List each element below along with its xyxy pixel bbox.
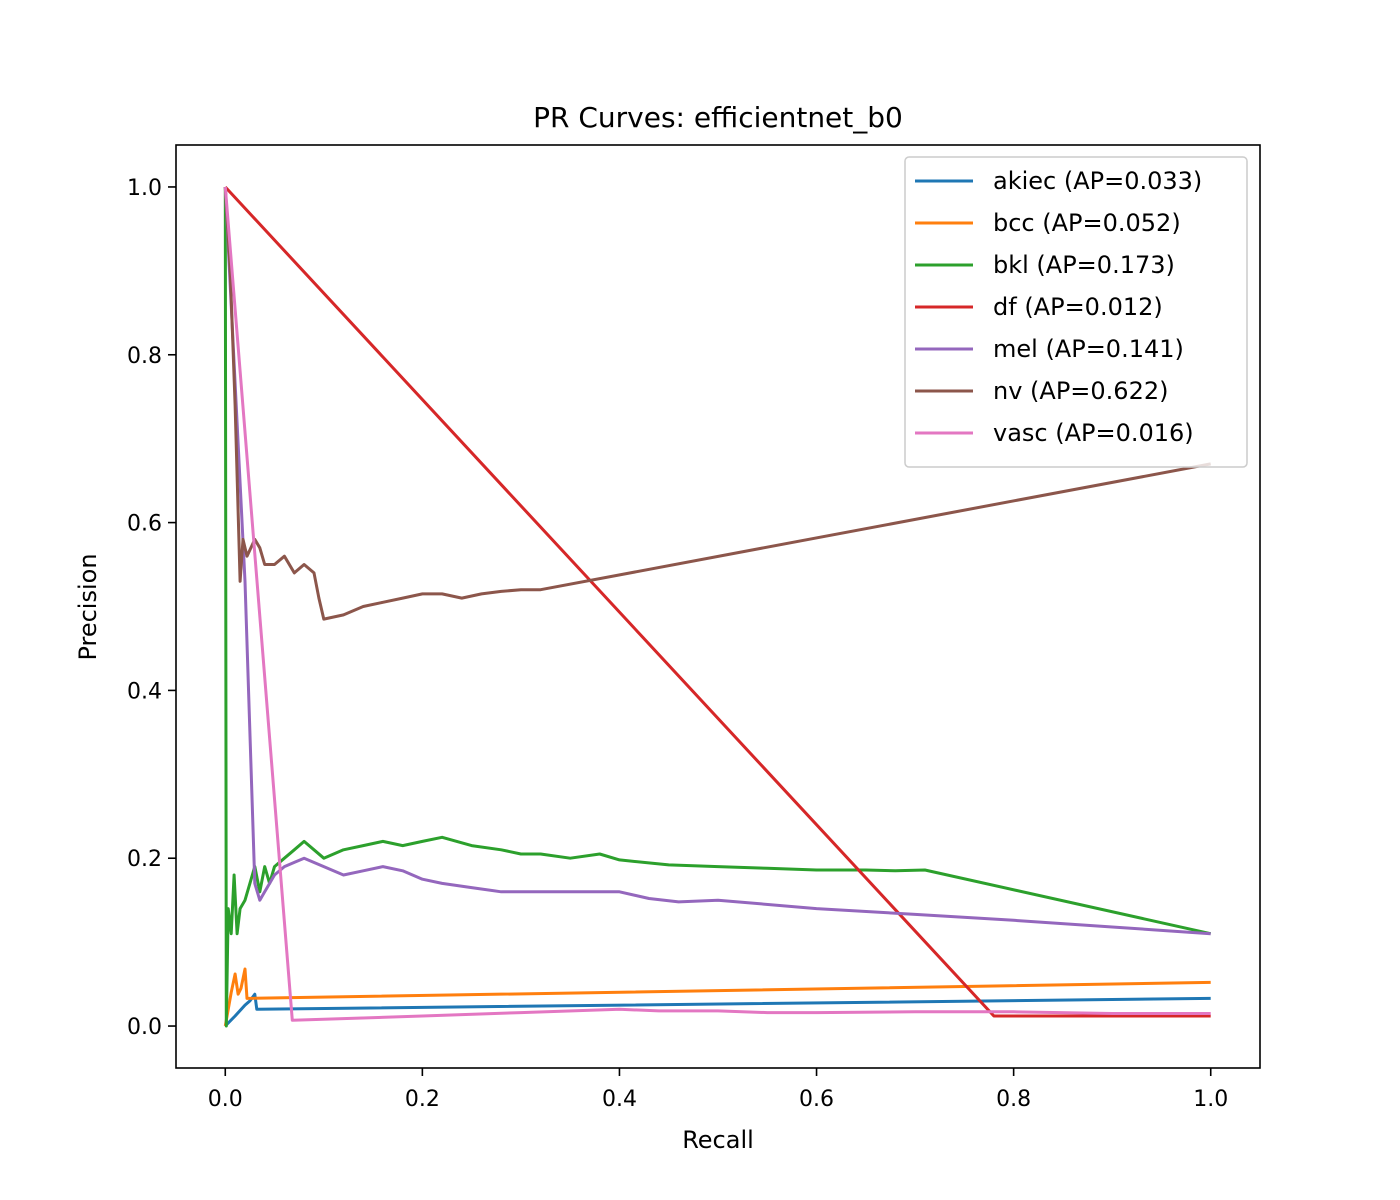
x-tick-label: 0.2 <box>405 1087 440 1112</box>
chart-title: PR Curves: efficientnet_b0 <box>533 101 903 134</box>
x-tick-label: 0.4 <box>602 1087 637 1112</box>
y-tick-label: 0.6 <box>127 512 162 537</box>
y-tick-label: 1.0 <box>127 176 162 201</box>
x-tick-label: 0.6 <box>799 1087 834 1112</box>
series-line-3 <box>224 185 1211 1018</box>
legend-label: vasc (AP=0.016) <box>993 419 1194 447</box>
legend-label: df (AP=0.012) <box>993 293 1163 321</box>
x-tick-label: 1.0 <box>1193 1087 1228 1112</box>
series-layer <box>223 185 1212 1028</box>
legend: akiec (AP=0.033) bcc (AP=0.052) bkl (AP=0.… <box>904 156 1248 468</box>
series-line-0 <box>224 992 1211 1028</box>
y-tick-label: 0.4 <box>127 679 162 704</box>
legend-label: bkl (AP=0.173) <box>993 251 1175 279</box>
legend-label: akiec (AP=0.033) <box>993 167 1202 195</box>
x-tick-label: 0.8 <box>996 1087 1031 1112</box>
y-tick-label: 0.8 <box>127 344 162 369</box>
x-axis-ticks: 0.0 0.2 0.4 0.6 0.8 1.0 <box>208 1068 1228 1112</box>
legend-box <box>904 156 1248 468</box>
x-axis-label: Recall <box>682 1126 754 1154</box>
y-tick-label: 0.0 <box>127 1015 162 1040</box>
x-tick-label: 0.0 <box>208 1087 243 1112</box>
y-tick-label: 0.2 <box>127 847 162 872</box>
y-axis-ticks: 0.0 0.2 0.4 0.6 0.8 1.0 <box>127 176 176 1040</box>
plot-frame <box>175 144 1261 1069</box>
legend-label: bcc (AP=0.052) <box>993 209 1181 237</box>
y-axis-label: Precision <box>74 553 102 660</box>
legend-label: nv (AP=0.622) <box>993 377 1168 405</box>
series-line-6 <box>223 186 1211 1022</box>
series-line-4 <box>223 186 1211 936</box>
series-line-2 <box>223 186 1212 1028</box>
series-line-5 <box>223 186 1211 621</box>
series-line-1 <box>223 967 1211 1027</box>
legend-label: mel (AP=0.141) <box>993 335 1184 363</box>
